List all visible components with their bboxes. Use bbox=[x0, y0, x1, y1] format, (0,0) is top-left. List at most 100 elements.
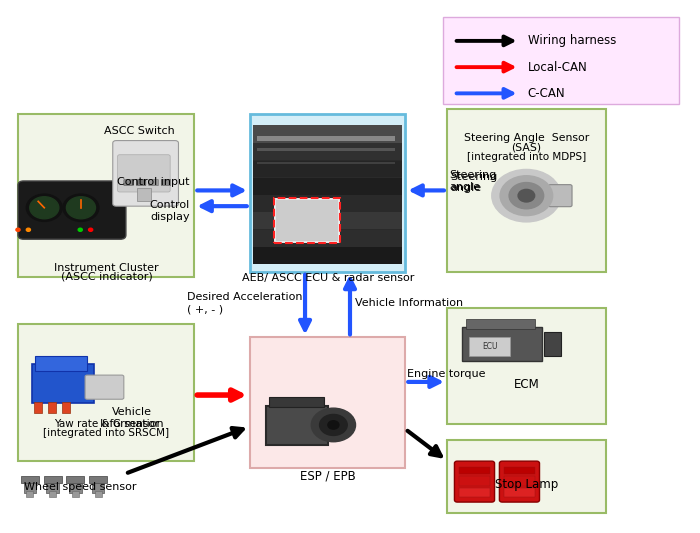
Circle shape bbox=[89, 228, 92, 231]
FancyBboxPatch shape bbox=[253, 125, 402, 264]
FancyBboxPatch shape bbox=[257, 162, 395, 164]
FancyBboxPatch shape bbox=[43, 477, 62, 483]
FancyBboxPatch shape bbox=[253, 195, 402, 212]
FancyBboxPatch shape bbox=[250, 115, 405, 272]
FancyBboxPatch shape bbox=[454, 461, 495, 502]
Text: Stop Lamp: Stop Lamp bbox=[495, 479, 558, 491]
Text: Steering Angle  Sensor: Steering Angle Sensor bbox=[463, 133, 589, 143]
FancyBboxPatch shape bbox=[257, 149, 395, 151]
Text: Wiring harness: Wiring harness bbox=[528, 35, 616, 47]
FancyBboxPatch shape bbox=[462, 327, 542, 361]
Text: Steering
angle: Steering angle bbox=[450, 172, 498, 193]
FancyBboxPatch shape bbox=[253, 143, 402, 160]
FancyBboxPatch shape bbox=[253, 126, 402, 143]
Circle shape bbox=[320, 415, 347, 435]
FancyBboxPatch shape bbox=[459, 477, 490, 486]
Text: Engine torque: Engine torque bbox=[407, 369, 486, 379]
FancyBboxPatch shape bbox=[49, 491, 56, 497]
FancyBboxPatch shape bbox=[66, 477, 85, 483]
FancyBboxPatch shape bbox=[118, 155, 170, 192]
FancyBboxPatch shape bbox=[443, 17, 678, 104]
FancyBboxPatch shape bbox=[18, 181, 126, 239]
Text: (ASCC indicator): (ASCC indicator) bbox=[61, 272, 153, 282]
Text: ESP / EPB: ESP / EPB bbox=[300, 470, 356, 482]
Text: Instrument Cluster: Instrument Cluster bbox=[54, 263, 159, 273]
Circle shape bbox=[27, 194, 62, 221]
FancyBboxPatch shape bbox=[265, 406, 328, 445]
FancyBboxPatch shape bbox=[447, 440, 606, 513]
Text: ASCC Switch: ASCC Switch bbox=[104, 126, 174, 136]
Circle shape bbox=[66, 197, 95, 219]
FancyBboxPatch shape bbox=[250, 337, 405, 469]
Text: ECU: ECU bbox=[482, 342, 498, 351]
FancyBboxPatch shape bbox=[72, 491, 79, 497]
Text: [integrated into MDPS]: [integrated into MDPS] bbox=[467, 151, 586, 161]
FancyBboxPatch shape bbox=[34, 402, 42, 414]
Circle shape bbox=[328, 421, 339, 429]
Circle shape bbox=[312, 408, 356, 442]
Circle shape bbox=[27, 228, 31, 231]
FancyBboxPatch shape bbox=[276, 200, 337, 241]
FancyBboxPatch shape bbox=[32, 364, 94, 403]
Text: Control input: Control input bbox=[117, 177, 190, 187]
Circle shape bbox=[492, 169, 561, 222]
Circle shape bbox=[518, 189, 535, 202]
Text: ECM: ECM bbox=[514, 378, 539, 391]
FancyBboxPatch shape bbox=[89, 477, 107, 483]
FancyBboxPatch shape bbox=[85, 375, 124, 399]
FancyBboxPatch shape bbox=[544, 332, 561, 356]
FancyBboxPatch shape bbox=[18, 324, 195, 461]
Text: Wheel speed sensor: Wheel speed sensor bbox=[24, 482, 136, 491]
FancyBboxPatch shape bbox=[46, 480, 59, 493]
FancyBboxPatch shape bbox=[459, 467, 490, 474]
FancyBboxPatch shape bbox=[18, 115, 195, 277]
Text: Yaw rate & G sensor: Yaw rate & G sensor bbox=[54, 418, 159, 429]
FancyBboxPatch shape bbox=[35, 356, 88, 372]
FancyBboxPatch shape bbox=[113, 141, 178, 206]
FancyBboxPatch shape bbox=[257, 136, 395, 141]
FancyBboxPatch shape bbox=[549, 184, 572, 207]
Circle shape bbox=[500, 176, 553, 216]
FancyBboxPatch shape bbox=[466, 319, 535, 329]
Circle shape bbox=[16, 228, 20, 231]
FancyBboxPatch shape bbox=[253, 230, 402, 247]
FancyBboxPatch shape bbox=[136, 180, 146, 185]
Circle shape bbox=[78, 228, 83, 231]
FancyBboxPatch shape bbox=[69, 480, 82, 493]
Text: C-CAN: C-CAN bbox=[528, 87, 566, 100]
FancyBboxPatch shape bbox=[253, 178, 402, 195]
FancyBboxPatch shape bbox=[137, 188, 150, 201]
FancyBboxPatch shape bbox=[21, 477, 38, 483]
Text: Vehicle
Information: Vehicle Information bbox=[100, 407, 164, 429]
FancyBboxPatch shape bbox=[253, 125, 402, 143]
Circle shape bbox=[30, 197, 59, 219]
FancyBboxPatch shape bbox=[161, 180, 171, 185]
Text: Local-CAN: Local-CAN bbox=[528, 61, 587, 74]
FancyBboxPatch shape bbox=[499, 461, 540, 502]
FancyBboxPatch shape bbox=[148, 180, 158, 185]
FancyBboxPatch shape bbox=[62, 402, 70, 414]
Text: (SAS): (SAS) bbox=[511, 142, 541, 152]
FancyBboxPatch shape bbox=[24, 480, 36, 493]
FancyBboxPatch shape bbox=[124, 180, 134, 185]
FancyBboxPatch shape bbox=[504, 477, 535, 486]
FancyBboxPatch shape bbox=[253, 213, 402, 229]
Text: Desired Acceleration
( +, - ): Desired Acceleration ( +, - ) bbox=[188, 293, 303, 314]
Text: Steering
angle: Steering angle bbox=[449, 170, 496, 192]
FancyBboxPatch shape bbox=[459, 488, 490, 497]
FancyBboxPatch shape bbox=[94, 491, 101, 497]
FancyBboxPatch shape bbox=[27, 491, 33, 497]
FancyBboxPatch shape bbox=[92, 480, 104, 493]
FancyBboxPatch shape bbox=[269, 397, 324, 407]
FancyBboxPatch shape bbox=[504, 488, 535, 497]
Text: AEB/ ASCC ECU & radar sensor: AEB/ ASCC ECU & radar sensor bbox=[241, 273, 414, 284]
Text: Control
display: Control display bbox=[149, 200, 190, 222]
FancyBboxPatch shape bbox=[48, 402, 56, 414]
FancyBboxPatch shape bbox=[274, 198, 340, 243]
FancyBboxPatch shape bbox=[253, 160, 402, 177]
FancyBboxPatch shape bbox=[447, 109, 606, 272]
FancyBboxPatch shape bbox=[447, 309, 606, 424]
FancyBboxPatch shape bbox=[469, 337, 510, 356]
FancyBboxPatch shape bbox=[504, 467, 535, 474]
Circle shape bbox=[63, 194, 99, 221]
